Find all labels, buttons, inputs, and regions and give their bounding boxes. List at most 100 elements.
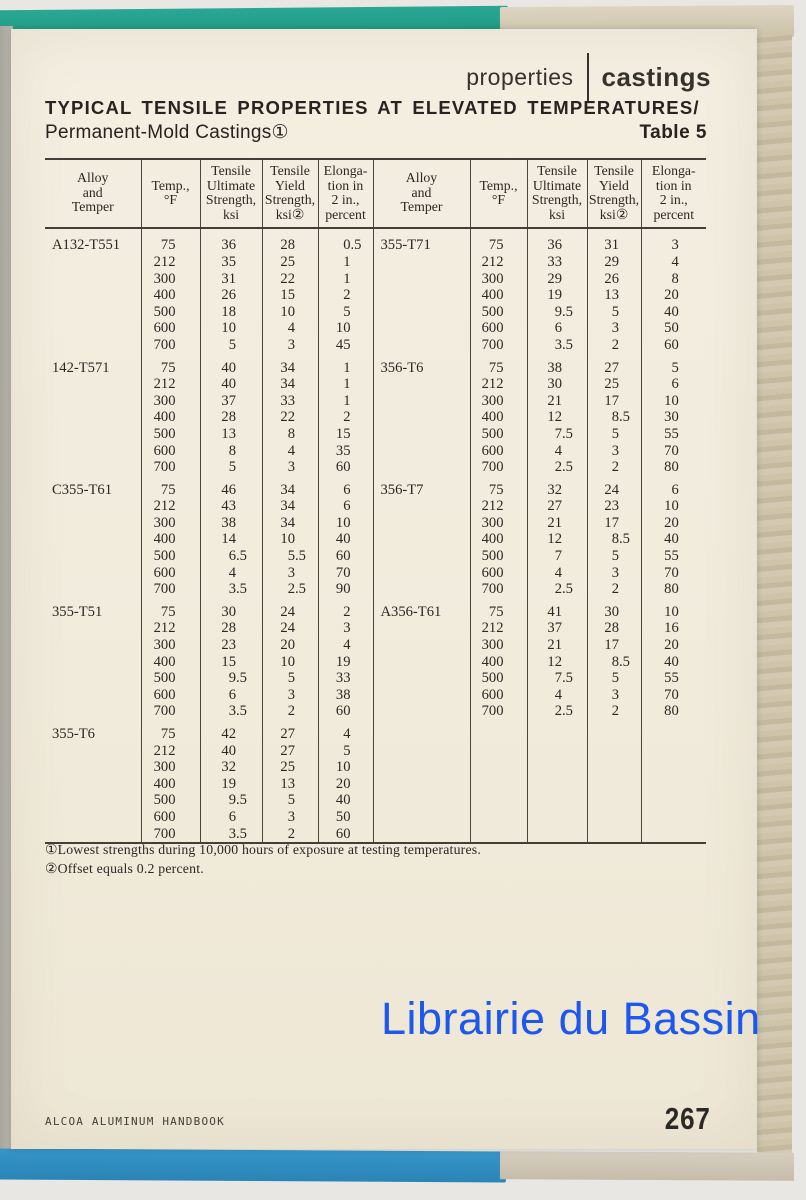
temp-cell: 600 [140, 808, 200, 826]
alloy-cell [372, 808, 470, 826]
value-cell: 40 [640, 653, 706, 671]
temp-cell: 600 [469, 320, 527, 337]
table-row: 212 35 25 1 212 33 29 4 [45, 253, 706, 271]
temp-cell: 75 [469, 353, 527, 377]
value-cell [526, 775, 587, 793]
value-cell: 8.5 [586, 531, 641, 549]
alloy-cell [45, 443, 141, 460]
value-cell: 5.5 [261, 548, 318, 565]
alloy-cell [372, 287, 470, 304]
value-cell: 25 [586, 376, 641, 393]
temp-cell: 400 [140, 531, 200, 549]
value-cell: 28 [199, 409, 262, 426]
value-cell: 12 [526, 653, 587, 671]
value-cell [526, 792, 587, 809]
value-cell: 7.5 [526, 670, 587, 687]
alloy-cell [45, 304, 141, 321]
table-row: 600 4 3 70 600 4 3 70 [45, 564, 706, 582]
value-cell: 6 [317, 475, 373, 499]
value-cell: 27 [261, 720, 318, 743]
value-cell: 45 [317, 336, 373, 354]
value-cell: 38 [526, 353, 587, 377]
value-cell: 34 [261, 353, 318, 377]
alloy-cell [45, 565, 141, 582]
alloy-cell [45, 654, 141, 671]
value-cell: 5 [317, 303, 373, 321]
value-cell: 3 [586, 442, 641, 460]
value-cell: 80 [640, 703, 706, 720]
value-cell: 5 [199, 459, 262, 476]
column-header: Tensile Ultimate Strength, ksi [526, 159, 587, 230]
value-cell: 22 [261, 270, 318, 288]
value-cell: 27 [261, 742, 318, 760]
value-cell: 3 [261, 459, 318, 476]
value-cell: 2.5 [261, 581, 318, 598]
value-cell: 41 [526, 597, 587, 621]
value-cell [640, 775, 706, 793]
table-row: A132-T551 75 36 28 0.5 355-T71 75 36 31 3 [45, 228, 706, 254]
temp-cell: 75 [140, 353, 200, 377]
alloy-cell [372, 425, 470, 443]
value-cell: 25 [261, 253, 318, 271]
value-cell: 33 [526, 253, 587, 271]
value-cell: 55 [640, 425, 706, 443]
value-cell: 1 [317, 253, 373, 271]
value-cell: 3.5 [199, 581, 262, 598]
value-cell: 12 [526, 409, 587, 426]
value-cell: 60 [640, 336, 706, 354]
temp-cell: 600 [469, 686, 527, 704]
title-block: TYPICAL TENSILE PROPERTIES AT ELEVATED T… [45, 97, 707, 144]
value-cell [586, 720, 641, 743]
running-head-chapter: castings [601, 61, 711, 92]
temp-cell: 75 [140, 475, 200, 499]
temp-cell: 300 [140, 392, 200, 410]
value-cell: 13 [261, 775, 318, 793]
value-cell: 10 [317, 320, 373, 337]
value-cell: 17 [586, 514, 641, 532]
table-row: 400 26 15 2 400 19 13 20 [45, 287, 706, 304]
value-cell: 7 [526, 548, 587, 565]
value-cell: 50 [640, 320, 706, 337]
value-cell: 37 [199, 392, 262, 410]
value-cell: 2.5 [526, 581, 587, 598]
temp-cell: 700 [140, 459, 200, 476]
alloy-cell [45, 531, 141, 548]
alloy-cell: A132-T551 [52, 237, 121, 254]
alloy-cell [372, 703, 470, 720]
alloy-cell: 355-T6 [52, 726, 95, 742]
temp-cell: 600 [469, 564, 527, 582]
value-cell: 4 [317, 637, 373, 654]
table-row: 700 3.5 2.5 90 700 2.5 2 80 [45, 581, 706, 598]
value-cell: 3 [640, 228, 706, 254]
temp-cell: 600 [140, 686, 200, 704]
tensile-properties-table: Alloy and Temper Temp., °F Tensile Ultimate Str… [45, 158, 706, 845]
table-row: 355-T6 75 42 27 4 [45, 720, 706, 743]
value-cell [640, 808, 706, 826]
table-number-label: Table 5 [639, 122, 707, 143]
value-cell: 3.5 [199, 825, 262, 844]
alloy-cell [45, 703, 141, 720]
temp-cell: 75 [140, 597, 200, 621]
table-row: 400 14 10 40 400 12 8.5 40 [45, 531, 706, 549]
footnote-1: ①Lowest strengths during 10,000 hours of… [45, 842, 482, 857]
value-cell [586, 792, 641, 809]
value-cell: 24 [261, 597, 318, 621]
value-cell: 5 [640, 353, 706, 377]
value-cell: 29 [526, 270, 587, 288]
alloy-cell [372, 270, 470, 288]
alloy-cell [45, 320, 141, 337]
column-header: Tensile Ultimate Strength, ksi [199, 159, 262, 230]
value-cell: 37 [526, 620, 587, 638]
page-block-right-edge [756, 32, 792, 1154]
temp-cell: 700 [140, 703, 200, 720]
value-cell: 6 [199, 808, 262, 826]
footnote-2: ②Offset equals 0.2 percent. [45, 860, 204, 876]
alloy-cell [372, 720, 470, 743]
table-row: 212 28 24 3 212 37 28 16 [45, 620, 706, 638]
value-cell: 2 [317, 597, 373, 621]
value-cell: 2.5 [526, 703, 587, 720]
value-cell: 2 [586, 703, 641, 720]
value-cell: 60 [317, 459, 373, 476]
alloy-cell [372, 775, 470, 793]
table-row: 600 6 3 50 [45, 808, 706, 826]
